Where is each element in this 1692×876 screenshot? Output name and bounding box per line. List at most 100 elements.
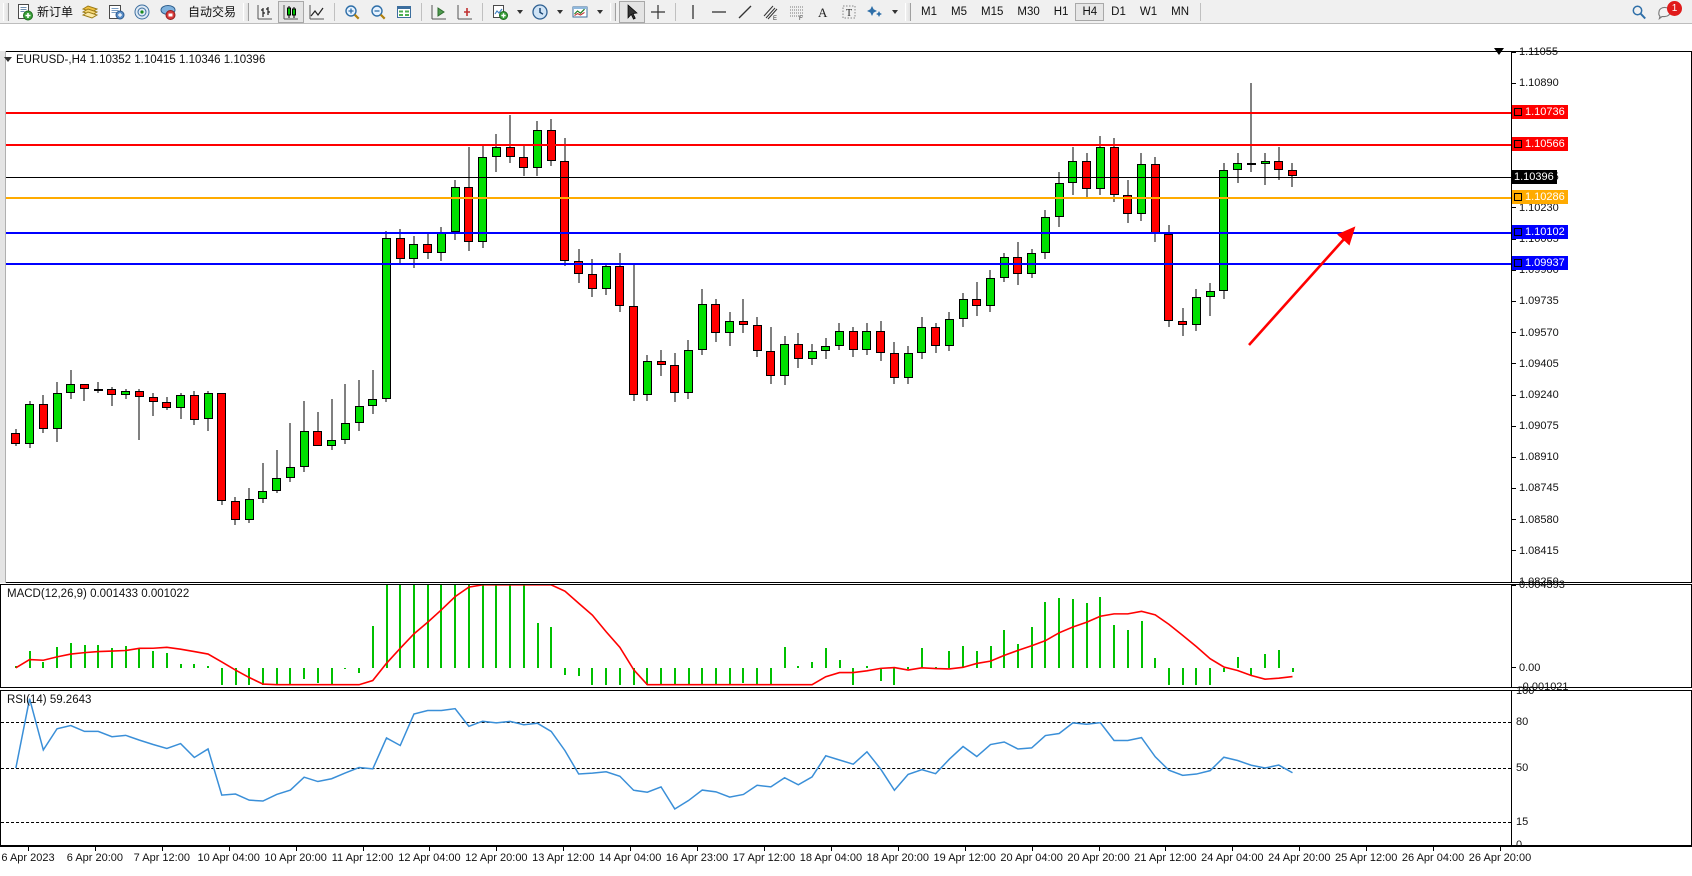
period-chevron-down-icon[interactable] bbox=[557, 9, 564, 14]
time-axis-label: 12 Apr 20:00 bbox=[465, 852, 528, 864]
price-level-tag-pivot[interactable]: 1.10286 bbox=[1512, 190, 1568, 205]
timeframe-h4[interactable]: H4 bbox=[1075, 2, 1105, 21]
equidistant-channel-button[interactable]: E bbox=[758, 1, 784, 23]
templates-button[interactable] bbox=[567, 1, 593, 23]
time-axis[interactable]: 6 Apr 2023 6 Apr 20:00 7 Apr 12:00 10 Apr 0… bbox=[0, 846, 1692, 876]
rsi-plot-area[interactable] bbox=[1, 691, 1511, 845]
rsi-pane[interactable]: 100 80 50 15 0 RSI(14) 59.2643 bbox=[0, 685, 1692, 851]
timeframe-m5[interactable]: M5 bbox=[951, 5, 967, 18]
price-level-tag-resistance[interactable]: 1.10566 bbox=[1512, 137, 1568, 152]
price-level-line-support[interactable] bbox=[1, 263, 1511, 266]
time-axis-tick-mark bbox=[1433, 847, 1435, 851]
price-plot-area[interactable] bbox=[1, 52, 1511, 582]
macd-axis[interactable]: 0.004393 0.00 -0.001021 bbox=[1511, 579, 1691, 693]
timeframe-m30[interactable]: M30 bbox=[1017, 5, 1040, 18]
toolbar-grip[interactable] bbox=[3, 2, 9, 21]
price-level-line-resistance[interactable] bbox=[1, 144, 1511, 147]
price-level-line-resistance[interactable] bbox=[1, 112, 1511, 115]
chart-shift-button[interactable] bbox=[426, 1, 452, 23]
macd-histogram-bar bbox=[152, 650, 155, 668]
search-button[interactable] bbox=[1626, 1, 1652, 23]
notification-badge: 1 bbox=[1667, 1, 1682, 16]
macd-pane[interactable]: 0.004393 0.00 -0.001021 MACD(12,26,9) 0.00… bbox=[0, 579, 1692, 693]
autotrading-button[interactable]: 自动交易 bbox=[181, 1, 240, 23]
timeframe-m1[interactable]: M1 bbox=[921, 5, 938, 18]
candlestick bbox=[491, 52, 501, 582]
macd-histogram-bar bbox=[1195, 667, 1198, 685]
macd-histogram-bar bbox=[1016, 644, 1019, 668]
zoom-in-button[interactable] bbox=[339, 1, 365, 23]
timeframe-w1[interactable]: W1 bbox=[1139, 5, 1158, 18]
profiles-button[interactable] bbox=[77, 1, 103, 23]
time-axis-label: 18 Apr 04:00 bbox=[799, 852, 863, 864]
fibonacci-button[interactable]: F bbox=[784, 1, 810, 23]
chart-symbol-text: EURUSD-,H4 1.10352 1.10415 1.10346 1.103… bbox=[16, 54, 266, 66]
line-chart-button[interactable] bbox=[304, 1, 330, 23]
price-level-tag-last-price[interactable]: 1.10396 bbox=[1512, 169, 1557, 184]
candlestick bbox=[368, 52, 378, 582]
rsi-axis-tick: 50 bbox=[1516, 762, 1529, 774]
macd-plot-area[interactable] bbox=[1, 585, 1511, 687]
macd-histogram-bar bbox=[605, 667, 608, 685]
rsi-axis[interactable]: 100 80 50 15 0 bbox=[1511, 685, 1691, 851]
toolbar-grip-4[interactable] bbox=[905, 2, 912, 21]
toolbar-grip-2[interactable] bbox=[243, 2, 250, 21]
chart-scrollbar[interactable] bbox=[0, 51, 6, 583]
price-axis[interactable]: 1.110551.108901.107251.105601.103951.102… bbox=[1511, 46, 1691, 588]
navigator-button[interactable] bbox=[129, 1, 155, 23]
price-level-tag-support[interactable]: 1.10102 bbox=[1512, 225, 1568, 240]
terminal-button[interactable] bbox=[155, 1, 181, 23]
indicators-button[interactable] bbox=[487, 1, 513, 23]
text-label-button[interactable]: T bbox=[836, 1, 862, 23]
toolbar-grip-3[interactable] bbox=[610, 2, 617, 21]
timeframe-d1[interactable]: D1 bbox=[1111, 5, 1126, 18]
candlestick bbox=[327, 52, 337, 582]
auto-scroll-button[interactable] bbox=[452, 1, 478, 23]
alerts-button[interactable]: 1 bbox=[1652, 1, 1686, 23]
timeframe-mn[interactable]: MN bbox=[1171, 5, 1189, 18]
timeframe-m15[interactable]: M15 bbox=[981, 5, 1004, 18]
new-order-button[interactable]: 新订单 bbox=[12, 1, 77, 23]
trendline-button[interactable] bbox=[732, 1, 758, 23]
timeframe-h1[interactable]: H1 bbox=[1053, 5, 1069, 18]
crosshair-button[interactable] bbox=[645, 1, 671, 23]
vertical-line-button[interactable] bbox=[680, 1, 706, 23]
time-axis-tick-mark bbox=[630, 847, 632, 851]
macd-histogram-bar bbox=[509, 585, 512, 668]
data-window-button[interactable] bbox=[391, 1, 417, 23]
market-watch-button[interactable] bbox=[103, 1, 129, 23]
zoom-out-button[interactable] bbox=[365, 1, 391, 23]
price-axis-tick: 1.10890 bbox=[1512, 77, 1559, 89]
horizontal-line-button[interactable] bbox=[706, 1, 732, 23]
candlestick-chart-button[interactable] bbox=[278, 0, 305, 23]
chart-symbol-label: EURUSD-,H4 1.10352 1.10415 1.10346 1.103… bbox=[4, 54, 265, 66]
price-axis-tick: 1.09570 bbox=[1512, 327, 1559, 339]
macd-histogram-bar bbox=[563, 667, 566, 675]
objects-button[interactable] bbox=[862, 1, 888, 23]
svg-text:F: F bbox=[799, 16, 803, 21]
price-level-line-pivot[interactable] bbox=[1, 197, 1511, 200]
price-level-tag-support[interactable]: 1.09937 bbox=[1512, 256, 1568, 271]
candlestick bbox=[409, 52, 419, 582]
indicators-chevron-down-icon[interactable] bbox=[517, 9, 524, 14]
rsi-line bbox=[15, 698, 1293, 810]
price-level-tag-resistance[interactable]: 1.10736 bbox=[1512, 105, 1568, 120]
objects-chevron-down-icon[interactable] bbox=[892, 9, 899, 14]
price-level-line-last-price[interactable] bbox=[1, 176, 1511, 178]
cursor-button[interactable] bbox=[619, 0, 646, 23]
price-pane[interactable]: 1.110551.108901.107251.105601.103951.102… bbox=[0, 46, 1692, 588]
indicators-icon bbox=[493, 4, 509, 20]
text-icon: A bbox=[818, 5, 828, 20]
candlestick bbox=[1109, 52, 1119, 582]
candlestick bbox=[670, 52, 680, 582]
bar-chart-button[interactable] bbox=[252, 1, 278, 23]
chart-menu-triangle-icon[interactable] bbox=[4, 57, 12, 63]
macd-histogram-bar bbox=[824, 648, 827, 668]
templates-chevron-down-icon[interactable] bbox=[597, 9, 604, 14]
candlestick bbox=[1136, 52, 1147, 582]
candlestick bbox=[450, 52, 460, 582]
period-button[interactable] bbox=[527, 1, 553, 23]
text-button[interactable]: A bbox=[810, 1, 836, 23]
navigator-icon bbox=[134, 4, 150, 19]
price-level-line-support[interactable] bbox=[1, 232, 1511, 235]
